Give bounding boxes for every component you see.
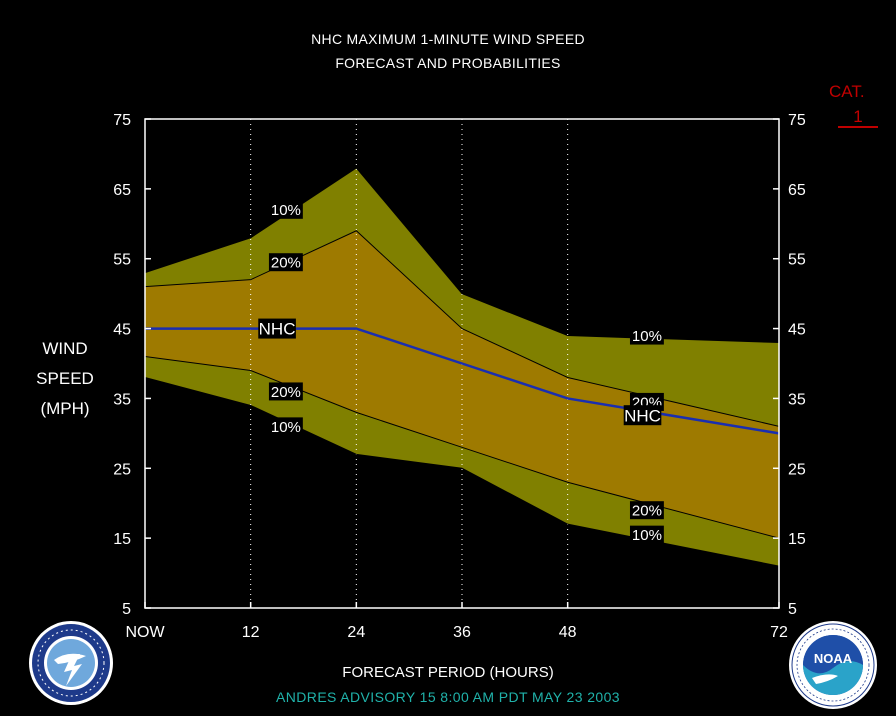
annotation-label-bg xyxy=(268,382,303,401)
noaa-logo: NOAA xyxy=(789,621,877,709)
y-axis-label-line: SPEED xyxy=(36,369,94,388)
nhc-annotation: NHC xyxy=(624,406,661,425)
y-axis-label-line: WIND xyxy=(42,339,88,358)
x-axis-title: FORECAST PERIOD (HOURS) xyxy=(342,664,554,681)
annotation-label-bg xyxy=(623,405,662,426)
annotation-label-bg xyxy=(629,326,664,345)
y-tick-label-left: 45 xyxy=(113,322,131,339)
y-tick-label-right: 75 xyxy=(788,112,806,129)
probability-line-20pct xyxy=(144,230,780,427)
y-tick-label-right: 55 xyxy=(788,252,806,269)
y-tick-label-right: 15 xyxy=(788,531,806,548)
probability-line-20pct xyxy=(144,356,780,539)
chart-title-line1: NHC MAXIMUM 1-MINUTE WIND SPEED xyxy=(311,31,585,47)
probability-line-10pct xyxy=(144,167,780,344)
y-tick-label-right: 5 xyxy=(788,601,797,618)
svg-text:NOAA: NOAA xyxy=(814,651,853,666)
y-tick-label-left: 5 xyxy=(122,601,131,618)
nws-logo xyxy=(29,621,113,705)
chart-title-line2: FORECAST AND PROBABILITIES xyxy=(335,55,561,71)
y-tick-label-right: 65 xyxy=(788,182,806,199)
y-tick-label-left: 55 xyxy=(113,252,131,269)
y-tick-label-left: 25 xyxy=(113,461,131,478)
x-tick-label: 36 xyxy=(453,624,471,641)
annotation-label-bg xyxy=(268,253,303,272)
y-tick-label-left: 65 xyxy=(113,182,131,199)
forecast-lines xyxy=(144,167,780,567)
nhc-forecast-line xyxy=(145,327,780,435)
advisory-text: ANDRES ADVISORY 15 8:00 AM PDT MAY 23 20… xyxy=(276,689,620,705)
probability-annotation: 20% xyxy=(632,503,662,520)
y-tick-label-right: 25 xyxy=(788,461,806,478)
y-tick-label-right: 35 xyxy=(788,391,806,408)
x-tick-label: 12 xyxy=(242,624,260,641)
annotation-label-bg xyxy=(629,525,664,544)
x-tick-label: 48 xyxy=(559,624,577,641)
probability-bands xyxy=(145,167,779,567)
probability-annotation: 10% xyxy=(271,419,301,436)
probability-annotation: 20% xyxy=(271,255,301,272)
nhc-annotation: NHC xyxy=(259,320,296,339)
y-axis-label-line: (MPH) xyxy=(40,399,90,418)
category-label: CAT. xyxy=(829,82,865,101)
y-tick-label-left: 15 xyxy=(113,531,131,548)
x-tick-label: 24 xyxy=(347,624,365,641)
x-tick-label: NOW xyxy=(125,624,165,641)
y-tick-label-right: 45 xyxy=(788,322,806,339)
probability-annotation: 10% xyxy=(271,202,301,219)
y-tick-label-left: 75 xyxy=(113,112,131,129)
y-axis-label: WIND SPEED (MPH) xyxy=(20,334,110,424)
annotation-label-bg xyxy=(268,417,303,436)
annotation-label-bg xyxy=(268,200,303,219)
y-tick-label-left: 35 xyxy=(113,391,131,408)
annotation-label-bg xyxy=(258,318,296,339)
category-value: 1 xyxy=(838,108,878,128)
probability-annotation: 10% xyxy=(632,328,662,345)
probability-annotation: 20% xyxy=(271,384,301,401)
annotation-label-bg xyxy=(629,501,664,520)
x-tick-label: 72 xyxy=(770,624,788,641)
probability-annotation: 10% xyxy=(632,527,662,544)
probability-line-10pct xyxy=(144,376,780,567)
